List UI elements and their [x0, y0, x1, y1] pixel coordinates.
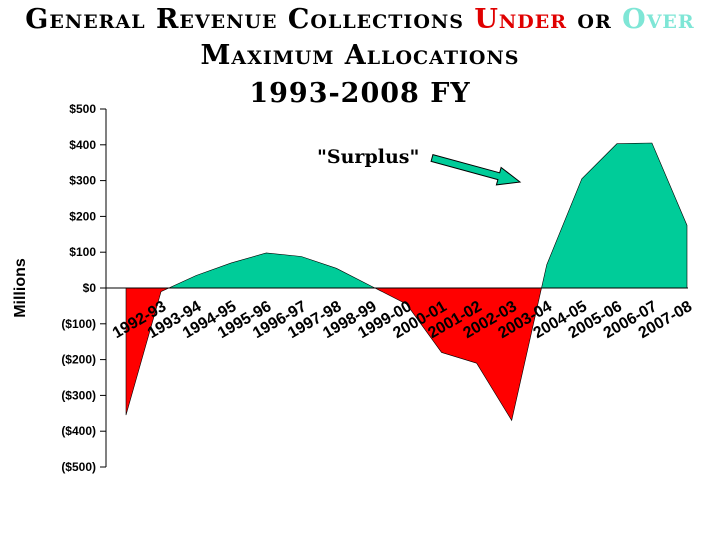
y-tick-label: $300	[69, 174, 96, 188]
y-tick-label: $400	[69, 138, 96, 152]
x-tick-labels: 1992-931993-941994-951995-961996-971997-…	[110, 298, 695, 342]
deficit-area	[125, 288, 688, 422]
y-tick-label: $0	[83, 281, 97, 295]
y-tick-label: ($400)	[61, 424, 96, 438]
title-or-word: or	[567, 4, 623, 35]
title-prefix: General Revenue Collections	[25, 4, 475, 35]
series-layer	[125, 142, 688, 422]
chart-title-line-1: General Revenue Collections Under or Ove…	[0, 6, 720, 33]
y-tick-label: $200	[69, 209, 96, 223]
y-tick-label: $500	[69, 102, 96, 116]
y-tick-label: ($300)	[61, 388, 96, 402]
surplus-area	[125, 142, 688, 288]
y-tick-label: ($200)	[61, 353, 96, 367]
title-under-word: Under	[474, 4, 568, 35]
title-over-word: Over	[622, 4, 695, 35]
annotation-layer: "Surplus"	[317, 146, 522, 186]
y-tick-labels: $500 $400 $300 $200 $100 $0 ($100) ($200) ($300)…	[61, 102, 96, 474]
chart-title-line-3: 1993-2008 FY	[249, 78, 471, 109]
y-tick-label: $100	[69, 245, 96, 259]
y-axis-label: Millions	[12, 258, 29, 318]
surplus-annotation: "Surplus"	[317, 146, 419, 168]
y-tick-label: ($100)	[61, 317, 96, 331]
surplus-arrow-icon	[430, 153, 522, 186]
axis-layer	[100, 108, 688, 468]
y-tick-label: ($500)	[61, 460, 96, 474]
chart-title-line-2: Maximum Allocations	[200, 40, 520, 71]
